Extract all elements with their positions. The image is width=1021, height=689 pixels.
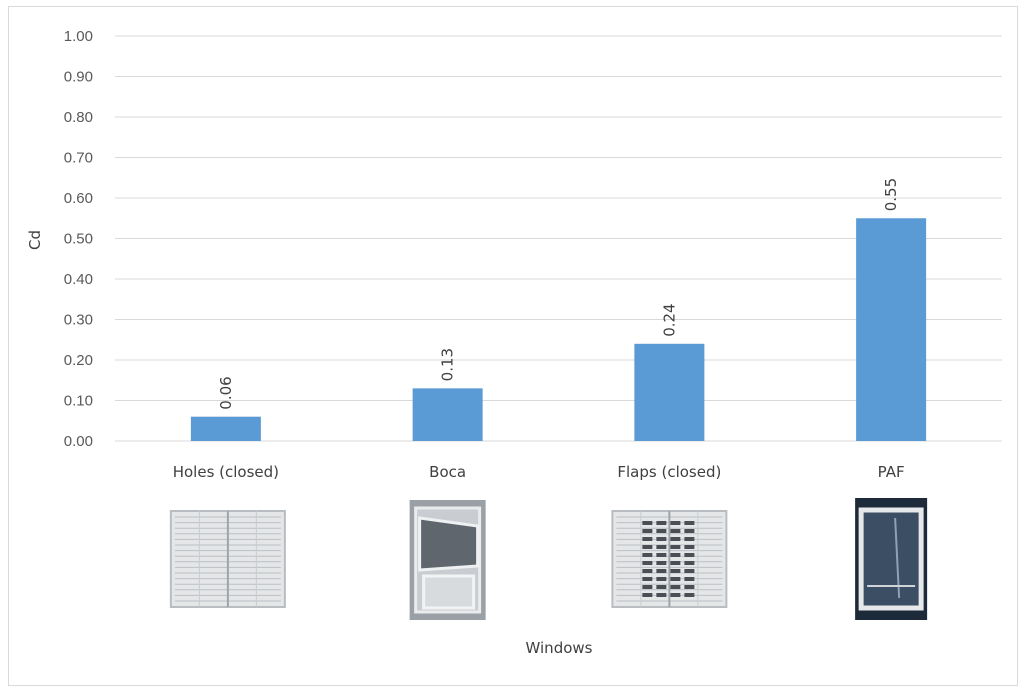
framed-glass-window-image (855, 498, 928, 620)
data-label: 0.06 (217, 376, 235, 409)
data-labels: 0.06 0.13 0.24 0.55 (217, 178, 900, 410)
bar (190, 416, 261, 441)
y-tick-label: 0.10 (64, 393, 93, 410)
y-tick-label: 0.00 (64, 433, 93, 450)
y-tick-label: 1.00 (64, 28, 93, 45)
y-tick-label: 0.80 (64, 109, 93, 126)
category-label: Flaps (closed) (617, 463, 721, 481)
y-tick-label: 0.40 (64, 271, 93, 288)
data-label: 0.55 (882, 178, 900, 211)
y-tick-label: 0.60 (64, 190, 93, 207)
y-tick-label: 0.70 (64, 150, 93, 167)
y-tick-label: 0.50 (64, 231, 93, 248)
y-tick-labels: 0.00 0.10 0.20 0.30 0.40 0.50 0.60 0.70 0.80 0.90… (64, 28, 93, 450)
gridlines (115, 35, 1002, 442)
data-label: 0.24 (660, 303, 678, 336)
y-tick-label: 0.90 (64, 69, 93, 86)
window-thumbnails (169, 498, 928, 620)
y-tick-label: 0.20 (64, 352, 93, 369)
data-label: 0.13 (439, 348, 457, 381)
category-label: PAF (878, 463, 905, 481)
x-axis-title: Windows (526, 639, 593, 657)
category-labels: Holes (closed) Boca Flaps (closed) PAF (173, 463, 905, 481)
sliding-tilt-window-image (409, 500, 486, 620)
louvered-shutter-window-image (169, 510, 286, 608)
category-label: Holes (closed) (173, 463, 279, 481)
slotted-flap-shutter-window-image (611, 510, 728, 608)
bar (634, 343, 705, 441)
y-axis-title: Cd (26, 230, 44, 250)
bar (412, 388, 483, 441)
y-tick-label: 0.30 (64, 312, 93, 329)
bar (856, 218, 927, 441)
category-label: Boca (429, 463, 466, 481)
bars (190, 218, 927, 441)
